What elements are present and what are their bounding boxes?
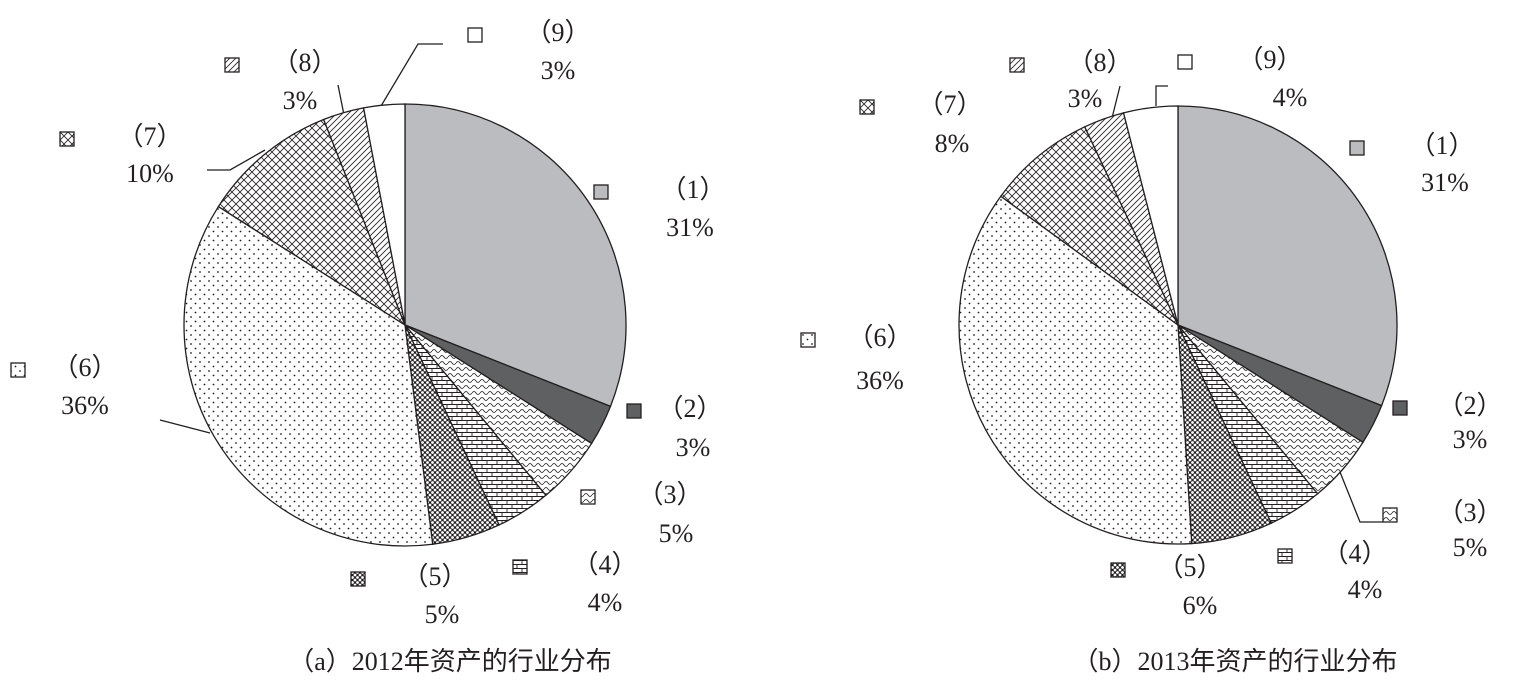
category-label: （1） <box>660 175 725 204</box>
pie-slice <box>404 103 627 408</box>
category-label: （7） <box>117 122 182 151</box>
pie-slice <box>362 103 406 326</box>
leader-line <box>1111 85 1121 119</box>
category-label: （2） <box>657 394 722 423</box>
legend-swatch <box>859 99 875 115</box>
category-label: （6） <box>847 323 912 352</box>
pie-slice <box>217 118 407 327</box>
legend-swatch <box>10 362 26 378</box>
value-label: 36% <box>856 366 904 395</box>
category-label: （2） <box>1437 391 1502 420</box>
legend-swatch <box>224 57 240 73</box>
leader-line <box>1155 85 1168 106</box>
pie-slice <box>958 195 1193 545</box>
value-label: 4% <box>588 588 623 617</box>
legend-swatch <box>350 571 366 587</box>
value-label: 5% <box>425 600 460 629</box>
legend-swatch <box>1009 57 1025 73</box>
category-label: （9） <box>1237 45 1302 74</box>
category-label: （8） <box>1067 48 1132 77</box>
value-label: 10% <box>126 159 174 188</box>
category-label: （5） <box>1157 553 1222 582</box>
legend-swatch <box>1382 507 1398 523</box>
legend-swatch <box>467 27 483 43</box>
category-label: （3） <box>637 480 702 509</box>
value-label: 3% <box>1068 84 1103 113</box>
category-label: （3） <box>1437 498 1502 527</box>
legend-swatch <box>800 332 816 348</box>
leaders <box>159 43 1383 523</box>
category-label: （4） <box>572 550 637 579</box>
legend-swatch <box>593 184 609 200</box>
legend-swatch <box>580 489 596 505</box>
category-label: （4） <box>1322 539 1387 568</box>
legend-swatch <box>1349 140 1365 156</box>
category-label: （1） <box>1409 131 1474 160</box>
legend-swatch <box>59 131 75 147</box>
value-label: 3% <box>1453 425 1488 454</box>
category-label: （8） <box>272 48 337 77</box>
legend-swatch <box>626 403 642 419</box>
value-label: 5% <box>659 519 694 548</box>
category-label: （6） <box>52 353 117 382</box>
leader-line <box>380 43 443 107</box>
category-label: （9） <box>525 18 590 47</box>
value-label: 5% <box>1453 533 1488 562</box>
legend-swatch <box>1110 562 1126 578</box>
value-label: 6% <box>1183 591 1218 620</box>
value-label: 3% <box>676 433 711 462</box>
pie-slice <box>183 205 434 547</box>
pie-slice <box>1122 105 1179 326</box>
legend-swatch <box>1392 400 1408 416</box>
value-label: 3% <box>541 56 576 85</box>
value-label: 31% <box>1421 168 1469 197</box>
value-label: 31% <box>666 213 714 242</box>
legend-swatch <box>1277 548 1293 564</box>
legend-swatch <box>512 559 528 575</box>
value-label: 3% <box>283 86 318 115</box>
leader-line <box>337 84 345 116</box>
leader-line <box>159 419 211 434</box>
leader-line <box>207 149 266 171</box>
pie-slice <box>1177 105 1398 407</box>
value-label: 4% <box>1348 575 1383 604</box>
category-label: （7） <box>917 90 982 119</box>
category-label: （5） <box>402 562 467 591</box>
leader-line <box>1339 471 1383 523</box>
value-label: 36% <box>61 391 109 420</box>
value-label: 4% <box>1273 83 1308 112</box>
value-label: 8% <box>935 129 970 158</box>
chart-title: （b）2013年资产的行业分布 <box>1072 647 1397 676</box>
pie-slice <box>999 125 1179 326</box>
legend-swatch <box>1177 54 1193 70</box>
chart-title: （a）2012年资产的行业分布 <box>288 647 612 676</box>
